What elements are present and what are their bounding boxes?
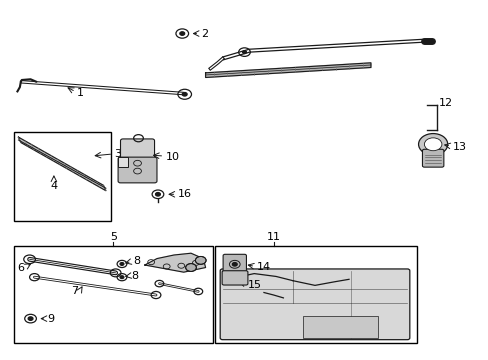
Circle shape: [155, 193, 160, 196]
Circle shape: [28, 317, 33, 320]
Polygon shape: [205, 63, 370, 77]
Text: 2: 2: [201, 28, 207, 39]
Circle shape: [180, 32, 184, 35]
Circle shape: [120, 276, 123, 279]
FancyBboxPatch shape: [222, 271, 247, 285]
Bar: [14, 246, 212, 342]
Text: 14: 14: [256, 262, 270, 272]
Text: 6: 6: [17, 263, 24, 273]
Text: 7: 7: [71, 287, 78, 296]
FancyBboxPatch shape: [302, 316, 377, 338]
FancyBboxPatch shape: [223, 254, 246, 274]
Text: 16: 16: [178, 189, 191, 199]
Circle shape: [185, 264, 196, 271]
Text: 5: 5: [109, 232, 117, 242]
Bar: [215, 246, 416, 342]
Polygon shape: [144, 253, 205, 272]
Circle shape: [182, 93, 187, 96]
Text: 3: 3: [115, 149, 122, 159]
Circle shape: [195, 256, 205, 264]
Circle shape: [424, 138, 441, 151]
FancyBboxPatch shape: [118, 157, 157, 183]
Text: 8: 8: [133, 256, 140, 266]
Text: 15: 15: [247, 280, 262, 290]
Polygon shape: [19, 137, 106, 191]
FancyBboxPatch shape: [422, 149, 443, 167]
Text: 4: 4: [50, 181, 58, 192]
Text: 11: 11: [266, 232, 280, 242]
Bar: [14, 132, 111, 221]
Text: 9: 9: [47, 314, 55, 324]
Circle shape: [120, 262, 123, 265]
FancyBboxPatch shape: [220, 269, 409, 340]
Circle shape: [242, 51, 246, 54]
Text: 13: 13: [452, 142, 466, 152]
Bar: [118, 157, 127, 167]
Circle shape: [418, 134, 447, 155]
Circle shape: [232, 262, 237, 266]
Text: 1: 1: [77, 88, 84, 98]
Text: 10: 10: [165, 152, 180, 162]
Text: 8: 8: [131, 271, 139, 281]
FancyBboxPatch shape: [120, 139, 154, 162]
Text: 12: 12: [438, 98, 452, 108]
